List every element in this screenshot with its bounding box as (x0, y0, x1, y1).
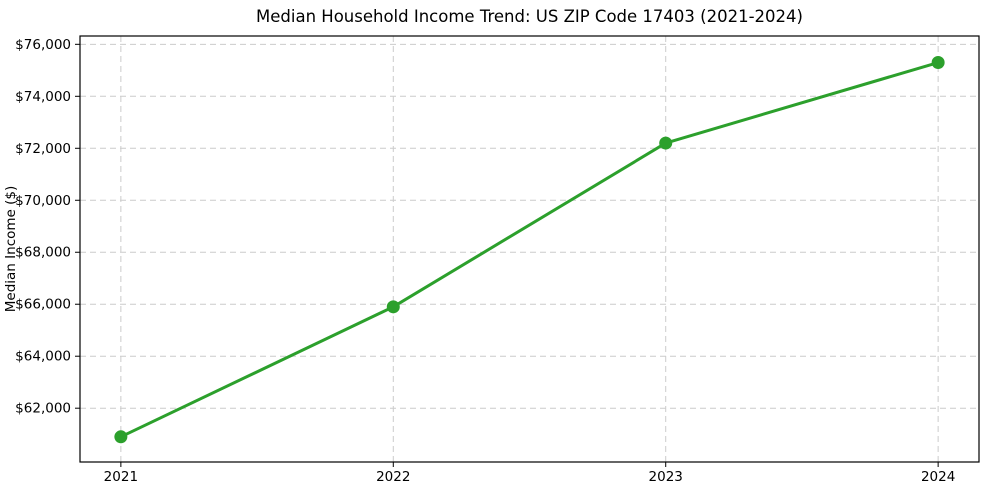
x-tick-label: 2021 (104, 469, 138, 485)
trend-line (119, 61, 940, 439)
data-point (659, 136, 673, 150)
data-point (386, 300, 400, 314)
y-tick-label: $76,000 (15, 37, 71, 53)
y-tick-label: $62,000 (15, 401, 71, 417)
x-tick-label: 2023 (649, 469, 683, 485)
x-tick-label: 2022 (376, 469, 410, 485)
data-point (931, 56, 945, 70)
y-tick-label: $72,000 (15, 141, 71, 157)
y-tick-label: $68,000 (15, 245, 71, 261)
x-tick-label: 2024 (921, 469, 955, 485)
data-point (114, 430, 128, 444)
plot-border (79, 35, 980, 463)
y-tick-label: $66,000 (15, 297, 71, 313)
y-tick-label: $70,000 (15, 193, 71, 209)
y-tick-label: $74,000 (15, 89, 71, 105)
y-tick-label: $64,000 (15, 349, 71, 365)
y-axis-label: Median Income ($) (3, 186, 19, 312)
chart-title: Median Household Income Trend: US ZIP Co… (256, 7, 803, 26)
